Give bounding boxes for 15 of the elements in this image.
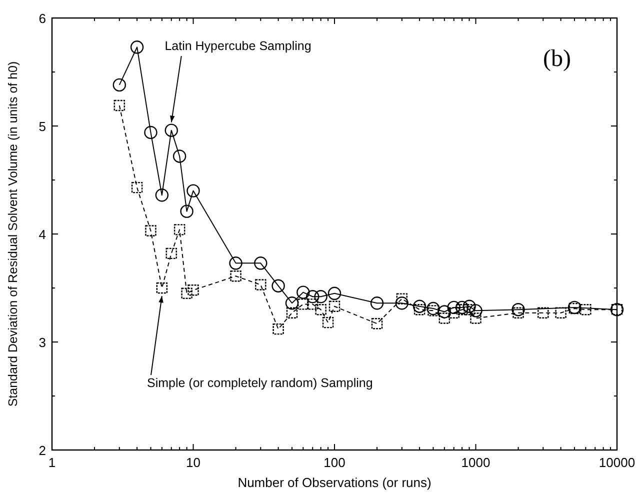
y-axis-title: Standard Deviation of Residual Solvent Volume (in units of h0) (6, 61, 20, 407)
x-tick-label: 1000 (461, 455, 490, 470)
x-tick-label: 100 (324, 455, 346, 470)
x-tick-label: 10 (186, 455, 200, 470)
y-tick-label: 3 (38, 335, 46, 350)
x-tick-label: 1 (48, 455, 56, 470)
text: Simple (or completely random) Sampling (147, 376, 373, 390)
y-tick-label: 5 (38, 119, 46, 134)
y-tick-label: 4 (38, 227, 46, 242)
x-tick-label: 10000 (598, 455, 636, 470)
legend-label: Latin Hypercube Sampling (164, 39, 312, 53)
y-tick-label: 2 (38, 443, 46, 458)
annotation: (b) (543, 46, 571, 72)
x-axis-title: Number of Observations (or runs) (238, 475, 432, 490)
y-tick-label: 6 (38, 11, 46, 26)
